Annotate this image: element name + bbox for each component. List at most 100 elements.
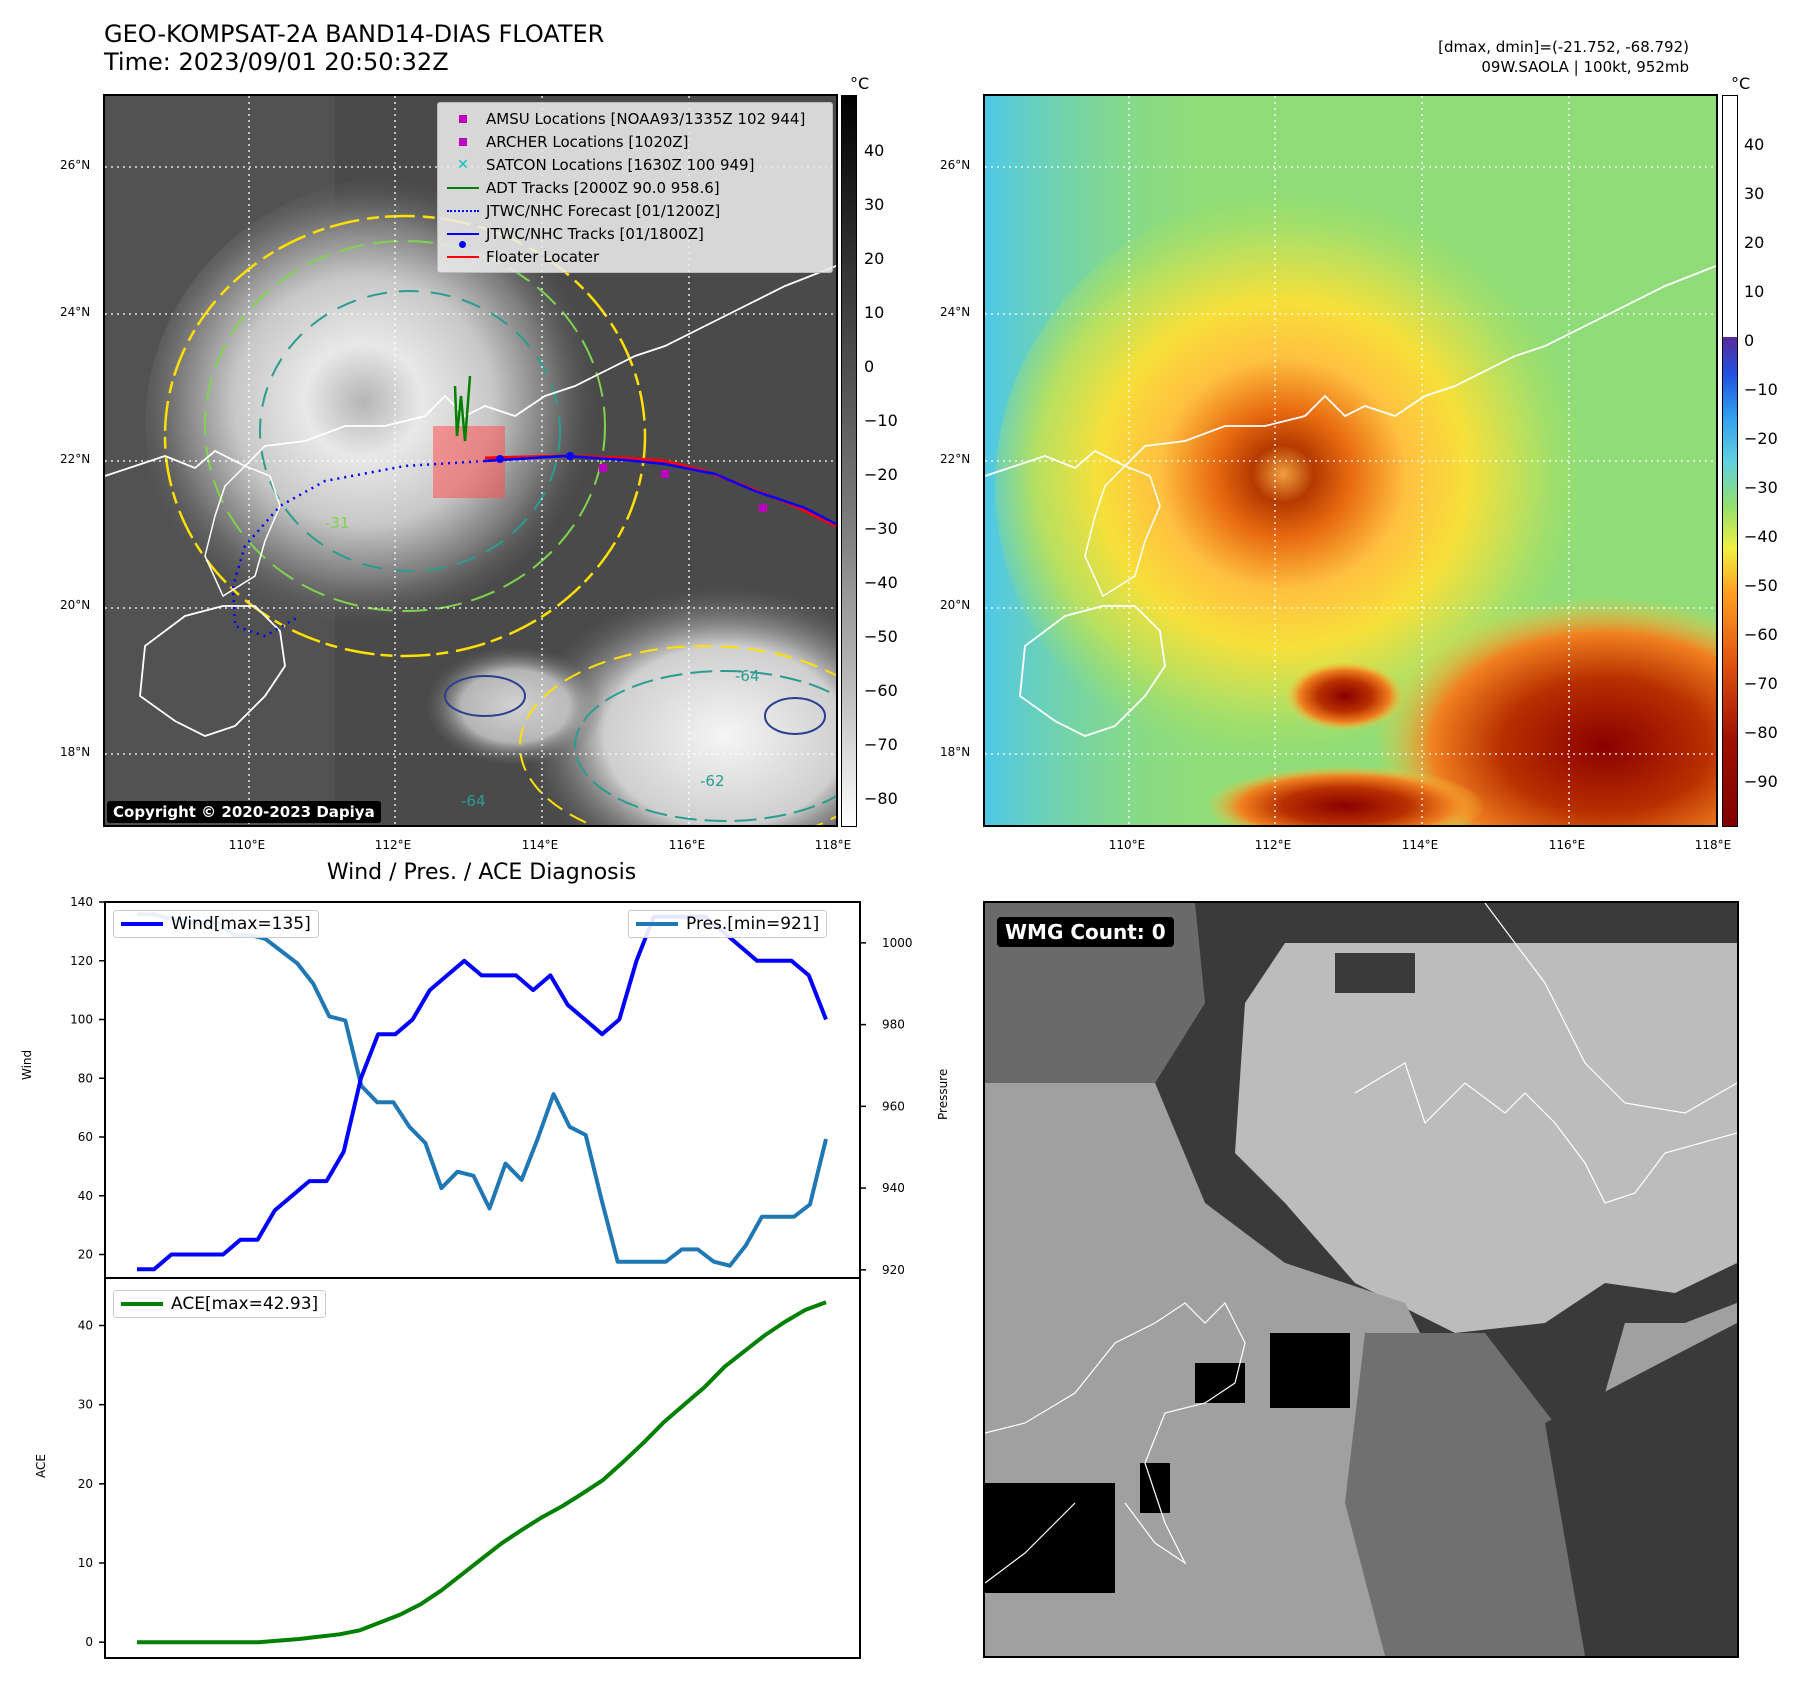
legend-item: ARCHER Locations [1020Z] xyxy=(446,130,824,153)
chart-title: GEO-KOMPSAT-2A BAND14-DIAS FLOATER xyxy=(104,20,605,48)
colorbar-tick: −40 xyxy=(1744,527,1778,546)
colorbar-tick: 30 xyxy=(1744,184,1765,203)
ace-tick-label: 30 xyxy=(78,1398,93,1412)
wind-tick-label: 100 xyxy=(70,1013,93,1027)
ace-line-icon xyxy=(121,1302,163,1306)
colorbar-tick: −80 xyxy=(864,789,898,808)
ir-map-panel: -31 -64 -64 -62 AMSU Locations [NOAA93/1… xyxy=(103,94,838,827)
colorbar-tick: −30 xyxy=(864,519,898,538)
legend-label: ADT Tracks [2000Z 90.0 958.6] xyxy=(486,178,720,197)
wmg-count-label: WMG Count: 0 xyxy=(997,917,1174,947)
wind-tick-label: 120 xyxy=(70,954,93,968)
wmg-panel: WMG Count: 0 xyxy=(983,901,1739,1658)
colorbar-tick: 40 xyxy=(864,141,885,160)
wmg-svg xyxy=(985,903,1737,1656)
colorbar-left-ticks: 40 30 20 10 0 −10 −20 −30 −40 −50 −60 −7… xyxy=(864,95,924,827)
colorbar-tick: −60 xyxy=(864,681,898,700)
pressure-tick-label: 1000 xyxy=(882,936,913,950)
colorbar-tick: 10 xyxy=(1744,282,1765,301)
coastline xyxy=(985,265,1716,477)
ace-plot: 0 10 20 30 40 xyxy=(78,1277,861,1659)
lat-label: 22°N xyxy=(60,452,91,466)
pressure-tick-label: 960 xyxy=(882,1099,905,1113)
south-cloud xyxy=(525,586,836,825)
wind-tick-label: 40 xyxy=(78,1189,93,1203)
lon-label: 116°E xyxy=(1548,838,1586,852)
dotted-line-icon xyxy=(447,209,479,212)
adt-track xyxy=(453,375,472,442)
lat-label: 24°N xyxy=(940,305,971,319)
square-marker-icon xyxy=(459,137,467,146)
pressure-legend: Pres.[min=921] xyxy=(628,910,828,938)
lon-label: 112°E xyxy=(374,838,412,852)
colorbar-unit: °C xyxy=(850,74,870,93)
bright-region xyxy=(1235,943,1737,1333)
storm-cloud xyxy=(145,176,665,676)
legend-label: JTWC/NHC Tracks [01/1800Z] xyxy=(486,224,704,243)
contour-label: -31 xyxy=(325,514,350,532)
contour-green xyxy=(204,240,606,612)
ace-tick-label: 0 xyxy=(85,1635,93,1649)
lat-label: 18°N xyxy=(940,745,971,759)
colorbar-tick: −80 xyxy=(1744,723,1778,742)
ace-line xyxy=(137,1300,827,1645)
pressure-line-icon xyxy=(636,922,678,926)
colorbar-tick: −70 xyxy=(1744,674,1778,693)
wind-tick-label: 60 xyxy=(78,1130,93,1144)
legend-label: SATCON Locations [1630Z 100 949] xyxy=(486,155,755,174)
jtwc-track xyxy=(484,454,836,526)
line-icon xyxy=(447,255,479,258)
colorbar-tick: −20 xyxy=(864,465,898,484)
colorbar-tick: 40 xyxy=(1744,135,1765,154)
map-legend: AMSU Locations [NOAA93/1335Z 102 944] AR… xyxy=(437,102,833,273)
x-marker-icon: ✕ xyxy=(457,156,469,173)
copyright-label: Copyright © 2020-2023 Dapiya xyxy=(107,801,381,823)
lat-label: 24°N xyxy=(60,305,91,319)
storm-info-label: 09W.SAOLA | 100kt, 952mb xyxy=(1481,58,1689,76)
legend-label: ARCHER Locations [1020Z] xyxy=(486,132,689,151)
contour-yellow xyxy=(163,214,647,658)
wind-line-icon xyxy=(121,922,163,926)
lon-label: 110°E xyxy=(228,838,266,852)
colorbar-tick: 20 xyxy=(1744,233,1765,252)
lat-label: 26°N xyxy=(940,158,971,172)
lon-label: 118°E xyxy=(1694,838,1732,852)
lon-label: 116°E xyxy=(668,838,706,852)
coastline xyxy=(985,1301,1246,1565)
pressure-legend-label: Pres.[min=921] xyxy=(686,914,820,934)
diagnosis-title: Wind / Pres. / ACE Diagnosis xyxy=(326,860,637,885)
ace-plot-frame xyxy=(104,1277,861,1659)
pressure-tick-label: 980 xyxy=(882,1018,905,1032)
colorbar-right xyxy=(1722,95,1738,827)
colorbar-unit: °C xyxy=(1731,74,1751,93)
legend-item: ✕ SATCON Locations [1630Z 100 949] xyxy=(446,153,824,176)
legend-item: Floater Locater xyxy=(446,245,824,268)
hainan-coast xyxy=(139,605,286,737)
diagnosis-chart: 20 40 60 80 100 120 140 920 940 960 980 1000 0 10 20 3… xyxy=(70,895,913,1659)
colorbar-tick: −10 xyxy=(1744,380,1778,399)
lat-label: 18°N xyxy=(60,745,91,759)
contour-label: -64 xyxy=(735,667,760,685)
contour-teal xyxy=(259,290,561,572)
legend-item: JTWC/NHC Forecast [01/1200Z] xyxy=(446,199,824,222)
colorbar-tick: 30 xyxy=(864,195,885,214)
ace-tick-label: 20 xyxy=(78,1477,93,1491)
colorbar-right-ticks: 40 30 20 10 0 −10 −20 −30 −40 −50 −60 −7… xyxy=(1744,95,1797,827)
colorbar-tick: 0 xyxy=(1744,331,1755,350)
south-cells xyxy=(1375,596,1716,825)
dmax-dmin-label: [dmax, dmin]=(-21.752, -68.792) xyxy=(1438,38,1689,56)
ace-legend-label: ACE[max=42.93] xyxy=(171,1294,319,1314)
ace-tick-label: 40 xyxy=(78,1319,93,1333)
legend-item: AMSU Locations [NOAA93/1335Z 102 944] xyxy=(446,107,824,130)
wind-tick-label: 140 xyxy=(70,895,93,909)
colorbar-tick: 0 xyxy=(864,357,875,376)
contour-label: -62 xyxy=(700,772,725,790)
lat-label: 20°N xyxy=(60,598,91,612)
colorbar-tick: −50 xyxy=(1744,576,1778,595)
lat-label: 20°N xyxy=(940,598,971,612)
legend-label: JTWC/NHC Forecast [01/1200Z] xyxy=(486,201,721,220)
wind-pressure-plot: 20 40 60 80 100 120 140 920 940 960 980 1000 xyxy=(70,895,913,1279)
colorbar-left xyxy=(841,95,857,827)
line-dot-icon xyxy=(447,232,479,235)
colorbar-tick: −30 xyxy=(1744,478,1778,497)
